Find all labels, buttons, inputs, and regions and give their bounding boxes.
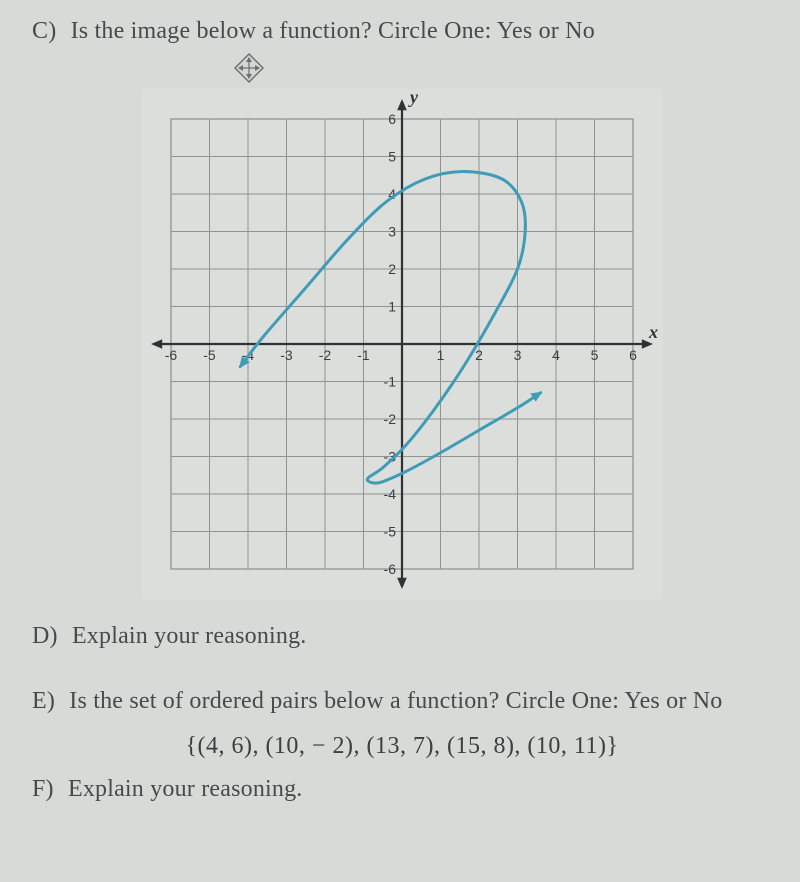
- svg-text:5: 5: [388, 149, 396, 165]
- question-d-label: D): [32, 623, 58, 649]
- question-d: D) Explain your reasoning.: [32, 623, 772, 650]
- svg-text:3: 3: [514, 347, 522, 363]
- ordered-pairs-set: {(4, 6), (10, − 2), (13, 7), (15, 8), (1…: [32, 733, 772, 760]
- question-c-text: Is the image below a function? Circle On…: [71, 18, 595, 44]
- svg-text:-2: -2: [384, 411, 397, 427]
- svg-text:4: 4: [552, 347, 560, 363]
- question-f: F) Explain your reasoning.: [32, 776, 772, 803]
- coordinate-graph: yx-6-5-4-3-2-1123456-6-5-4-3-2-1123456: [141, 89, 663, 599]
- svg-text:2: 2: [388, 261, 396, 277]
- svg-text:1: 1: [437, 347, 445, 363]
- svg-text:-2: -2: [319, 347, 332, 363]
- svg-text:-6: -6: [384, 561, 397, 577]
- question-f-text: Explain your reasoning.: [68, 776, 303, 802]
- svg-text:5: 5: [591, 347, 599, 363]
- svg-text:-6: -6: [165, 347, 178, 363]
- move-handle-icon[interactable]: [232, 51, 266, 85]
- svg-text:1: 1: [388, 299, 396, 315]
- question-e-text: Is the set of ordered pairs below a func…: [69, 688, 722, 714]
- svg-text:y: y: [408, 89, 419, 107]
- question-c: C) Is the image below a function? Circle…: [32, 18, 772, 45]
- question-c-label: C): [32, 18, 56, 44]
- question-e-label: E): [32, 688, 55, 714]
- svg-text:3: 3: [388, 224, 396, 240]
- svg-text:-4: -4: [384, 486, 397, 502]
- question-d-text: Explain your reasoning.: [72, 623, 307, 649]
- svg-text:6: 6: [388, 111, 396, 127]
- svg-text:2: 2: [475, 347, 483, 363]
- svg-text:-3: -3: [280, 347, 293, 363]
- svg-text:6: 6: [629, 347, 637, 363]
- svg-text:-5: -5: [203, 347, 216, 363]
- svg-text:-1: -1: [357, 347, 370, 363]
- svg-text:-1: -1: [384, 374, 397, 390]
- question-f-label: F): [32, 776, 54, 802]
- question-e: E) Is the set of ordered pairs below a f…: [32, 688, 772, 715]
- svg-text:x: x: [648, 322, 658, 342]
- svg-text:-5: -5: [384, 524, 397, 540]
